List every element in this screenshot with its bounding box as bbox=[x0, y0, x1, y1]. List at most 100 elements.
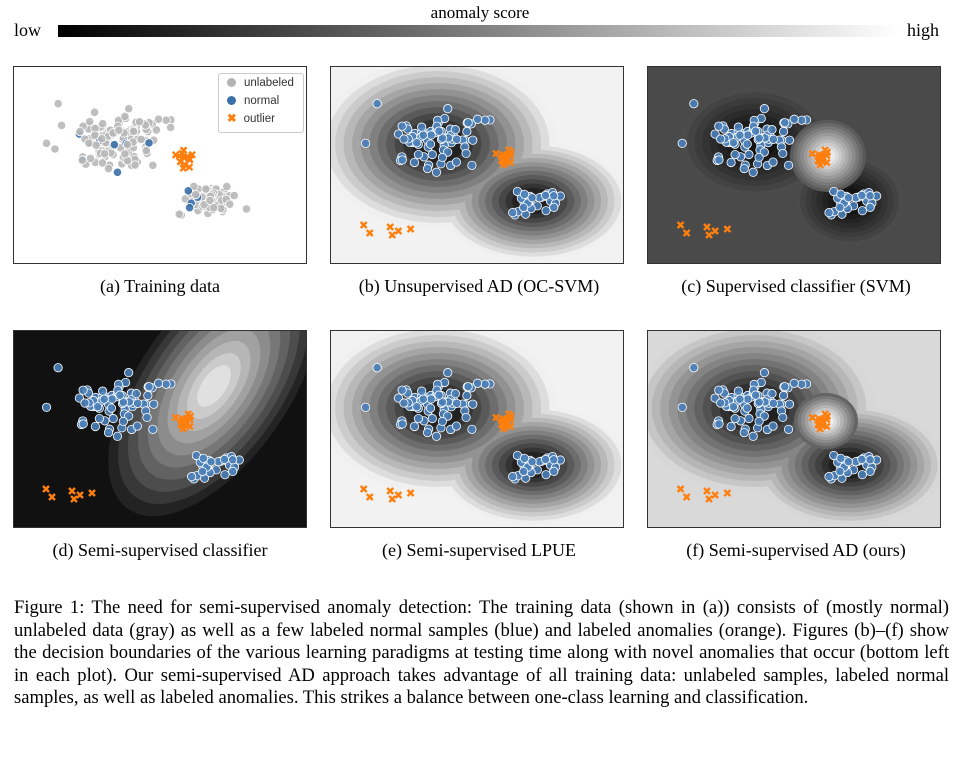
data-point bbox=[431, 167, 442, 177]
data-point bbox=[527, 193, 537, 203]
data-point bbox=[467, 160, 477, 170]
outlier-marker bbox=[501, 417, 510, 426]
data-point bbox=[730, 149, 740, 160]
data-point bbox=[783, 160, 794, 170]
data-point bbox=[549, 466, 559, 476]
data-point bbox=[549, 191, 559, 201]
legend-label: unlabeled bbox=[244, 77, 294, 89]
data-point bbox=[754, 416, 764, 427]
data-point bbox=[153, 378, 164, 388]
data-point bbox=[97, 134, 107, 144]
data-point bbox=[452, 398, 462, 408]
data-point bbox=[728, 402, 739, 412]
outlier-marker bbox=[682, 229, 691, 237]
legend: unlabeled normal ✖ outlier bbox=[218, 73, 304, 133]
data-point bbox=[519, 189, 530, 199]
data-point bbox=[50, 144, 60, 154]
data-point bbox=[783, 424, 794, 434]
data-point bbox=[103, 163, 114, 174]
data-point bbox=[222, 181, 232, 192]
data-point bbox=[518, 202, 529, 213]
data-point bbox=[166, 122, 176, 133]
data-point bbox=[144, 382, 154, 392]
outlier-marker bbox=[359, 485, 368, 493]
data-point bbox=[225, 199, 235, 209]
data-point bbox=[412, 402, 422, 412]
data-point bbox=[797, 115, 807, 125]
data-point bbox=[824, 208, 834, 218]
data-point bbox=[427, 149, 437, 160]
data-point bbox=[372, 363, 382, 373]
data-point bbox=[461, 148, 471, 159]
legend-label: outlier bbox=[243, 113, 275, 125]
data-point bbox=[735, 130, 745, 140]
outlier-marker bbox=[808, 413, 817, 422]
data-point bbox=[689, 363, 699, 373]
data-point bbox=[462, 390, 472, 401]
data-point bbox=[728, 138, 739, 148]
legend-label: normal bbox=[244, 95, 280, 107]
panel-b-unsupervised bbox=[330, 66, 624, 264]
outlier-marker bbox=[492, 413, 500, 422]
data-point bbox=[857, 470, 867, 480]
outlier-marker bbox=[682, 493, 691, 501]
data-point bbox=[99, 394, 109, 404]
panel-d-semi-classifier bbox=[13, 330, 307, 528]
data-point bbox=[541, 206, 551, 216]
data-point bbox=[397, 155, 407, 165]
data-point bbox=[743, 130, 753, 140]
data-point bbox=[677, 138, 687, 148]
outlier-marker bbox=[388, 495, 397, 503]
data-point bbox=[93, 402, 103, 412]
data-point bbox=[739, 163, 749, 174]
data-point bbox=[124, 368, 134, 378]
data-point bbox=[149, 399, 159, 409]
data-point bbox=[41, 138, 52, 148]
data-point bbox=[41, 402, 52, 412]
outlier-marker bbox=[808, 149, 817, 158]
data-point bbox=[417, 386, 427, 396]
data-point bbox=[142, 412, 152, 423]
data-point bbox=[549, 202, 559, 212]
data-point bbox=[716, 398, 726, 408]
data-point bbox=[57, 120, 67, 131]
outlier-marker bbox=[88, 489, 96, 497]
data-point bbox=[360, 402, 371, 412]
data-point bbox=[714, 155, 724, 165]
outlier-marker bbox=[817, 417, 826, 426]
outlier-marker bbox=[676, 485, 685, 493]
outlier-marker bbox=[388, 231, 397, 239]
legend-item-outlier: ✖ outlier bbox=[227, 113, 275, 125]
outlier-marker bbox=[180, 160, 189, 169]
data-point bbox=[468, 399, 478, 409]
data-point bbox=[409, 421, 420, 432]
outlier-marker bbox=[185, 163, 194, 172]
data-point bbox=[97, 158, 108, 168]
data-point bbox=[857, 454, 867, 465]
data-point bbox=[789, 378, 799, 388]
data-point bbox=[53, 99, 63, 109]
outlier-marker bbox=[181, 417, 189, 426]
data-point bbox=[132, 421, 142, 431]
data-point bbox=[789, 114, 799, 124]
data-point bbox=[360, 138, 371, 148]
data-point bbox=[91, 140, 101, 150]
data-point bbox=[472, 378, 483, 388]
outlier-marker bbox=[70, 495, 78, 503]
data-point bbox=[865, 202, 875, 212]
data-point bbox=[118, 416, 128, 427]
data-point bbox=[751, 390, 761, 400]
data-point bbox=[399, 134, 409, 144]
data-point bbox=[114, 125, 124, 135]
data-point bbox=[714, 385, 724, 395]
data-point bbox=[418, 394, 428, 404]
data-point bbox=[53, 363, 63, 373]
colorbar-low-label: low bbox=[14, 20, 41, 40]
data-point bbox=[90, 421, 100, 432]
data-point bbox=[413, 149, 424, 160]
data-point bbox=[463, 382, 473, 392]
data-point bbox=[451, 157, 461, 167]
data-point bbox=[541, 470, 551, 480]
data-point bbox=[733, 386, 743, 396]
outlier-marker bbox=[68, 487, 76, 495]
